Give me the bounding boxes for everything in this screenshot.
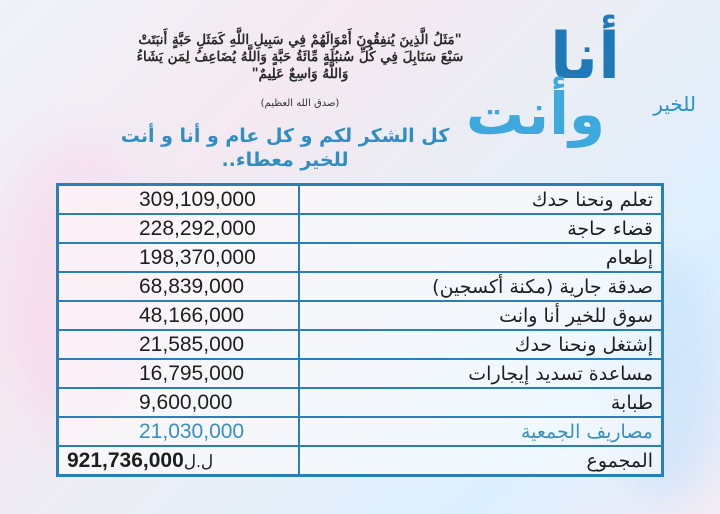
table-row: إشتغل ونحنا حدك 21,585,000 [56,329,664,360]
table-row: مساعدة تسديد إيجارات 16,795,000 [56,358,664,389]
row-value: 16,795,000 [56,358,300,389]
row-label: تعلم ونحنا حدك [298,183,664,215]
currency: ل.ل [183,451,214,471]
quran-verse: "مَثَلُ الَّذِينَ يُنفِقُونَ أَمْوَالَهُ… [136,32,464,82]
row-value: 309,109,000 [56,183,300,215]
row-label: سوق للخير أنا وانت [298,300,664,331]
table-row: مصاريف الجمعية 21,030,000 [56,416,664,447]
total-row: المجموع ل.ل921,736,000 [56,445,664,477]
total-value: 921,736,000 [67,448,184,472]
row-value: 21,585,000 [56,329,300,360]
row-label: إطعام [298,242,664,273]
row-label: مصاريف الجمعية [298,416,664,447]
table-row: طبابة 9,600,000 [56,387,664,418]
row-value: 9,600,000 [56,387,300,418]
logo-anta: وأنت [465,80,605,148]
logo-lilkhair: للخير [653,92,696,116]
table-row: إطعام 198,370,000 [56,242,664,273]
row-value: 48,166,000 [56,300,300,331]
logo-ana: أنا [550,20,620,94]
donations-table: تعلم ونحنا حدك 309,109,000 قضاء حاجة 228,29… [56,183,664,477]
table-row: صدقة جارية (مكنة أكسجين) 68,839,000 [56,271,664,302]
row-value: 198,370,000 [56,242,300,273]
row-value: 21,030,000 [56,416,300,447]
verse-source: (صدق الله العظيم) [260,98,340,109]
thanks-message: كل الشكر لكم و كل عام و أنا و أنت للخير … [120,125,450,171]
table-row: سوق للخير أنا وانت 48,166,000 [56,300,664,331]
table-row: قضاء حاجة 228,292,000 [56,213,664,244]
total-label: المجموع [298,445,664,477]
table-row: تعلم ونحنا حدك 309,109,000 [56,183,664,215]
row-value: 68,839,000 [56,271,300,302]
row-label: صدقة جارية (مكنة أكسجين) [298,271,664,302]
row-label: إشتغل ونحنا حدك [298,329,664,360]
logo: أنا وأنت للخير [466,22,700,150]
row-value: 228,292,000 [56,213,300,244]
row-label: مساعدة تسديد إيجارات [298,358,664,389]
row-label: قضاء حاجة [298,213,664,244]
row-label: طبابة [298,387,664,418]
total-value-cell: ل.ل921,736,000 [56,445,300,477]
